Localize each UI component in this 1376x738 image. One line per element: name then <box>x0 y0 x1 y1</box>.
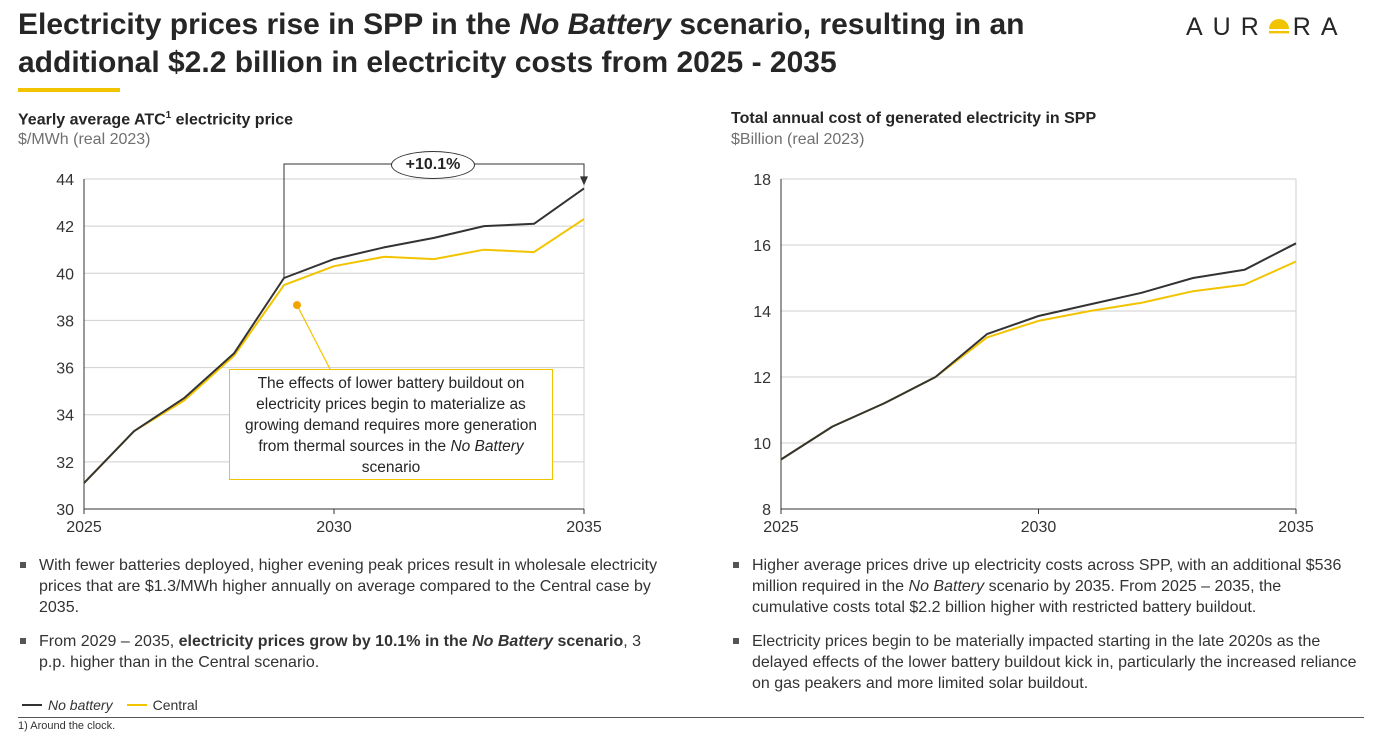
cost-x-tick-label: 2025 <box>763 519 799 536</box>
title-accent-rule <box>18 88 120 92</box>
price-y-tick-label: 40 <box>56 266 74 283</box>
annotation-callout: The effects of lower battery buildout on… <box>229 369 553 480</box>
legend-swatch-central <box>126 704 147 706</box>
chart-legend: No battery Central <box>22 697 212 713</box>
price-y-tick-label: 34 <box>56 408 74 425</box>
price-y-tick-label: 44 <box>56 172 74 189</box>
price-y-tick-label: 36 <box>56 361 74 378</box>
callout-pointer-line <box>296 304 331 370</box>
left-chart-title: Yearly average ATC1 electricity price <box>18 110 294 129</box>
legend-item-no-battery: No battery <box>22 697 113 713</box>
cost-series-central <box>780 260 1297 461</box>
legend-swatch-no-battery <box>22 704 42 706</box>
callout-marker-dot <box>293 301 301 310</box>
cost-x-tick-label: 2030 <box>1021 519 1057 536</box>
price-x-tick-label: 2025 <box>66 519 102 536</box>
footer-rule <box>18 717 1364 718</box>
cost-line-chart: 8 10 12 14 16 18 2025 2030 2035 <box>753 172 1314 536</box>
cost-y-tick-label: 8 <box>762 502 771 519</box>
price-line-chart: 30 32 34 36 38 40 42 44 2025 2030 2035 <box>56 163 602 536</box>
price-series-central <box>83 218 585 484</box>
price-y-tick-label: 30 <box>56 502 74 519</box>
price-y-tick-label: 38 <box>56 313 74 330</box>
legend-item-central: Central <box>126 697 198 713</box>
price-series-no-battery <box>83 187 585 484</box>
list-item: Electricity prices begin to be materiall… <box>732 631 1362 694</box>
page-title: Electricity prices rise in SPP in the No… <box>18 8 1025 79</box>
list-item: From 2029 – 2035, electricity prices gro… <box>19 631 669 673</box>
right-bullet-list: Higher average prices drive up electrici… <box>732 555 1362 707</box>
cost-y-tick-label: 10 <box>753 436 771 453</box>
growth-percent-badge: +10.1% <box>391 151 475 179</box>
right-chart-title: Total annual cost of generated electrici… <box>731 110 1097 127</box>
aurora-logo: AUR RA <box>1186 12 1348 41</box>
cost-y-tick-label: 18 <box>753 172 771 189</box>
list-item: Higher average prices drive up electrici… <box>732 555 1362 618</box>
left-chart-subtitle: $/MWh (real 2023) <box>18 131 151 148</box>
left-bullet-list: With fewer batteries deployed, higher ev… <box>19 555 669 686</box>
cost-y-tick-label: 16 <box>753 238 771 255</box>
right-chart-subtitle: $Billion (real 2023) <box>731 131 865 148</box>
price-x-tick-label: 2030 <box>316 519 352 536</box>
footnote: 1) Around the clock. <box>18 720 116 732</box>
price-y-tick-label: 32 <box>56 455 74 472</box>
cost-y-tick-label: 12 <box>753 370 771 387</box>
price-y-tick-label: 42 <box>56 219 74 236</box>
cost-y-tick-label: 14 <box>753 304 771 321</box>
bracket-arrowhead <box>580 176 588 186</box>
list-item: With fewer batteries deployed, higher ev… <box>19 555 669 618</box>
cost-series-no-battery <box>780 242 1297 461</box>
price-x-tick-label: 2035 <box>566 519 602 536</box>
sun-logo-icon <box>1268 19 1289 34</box>
cost-x-tick-label: 2035 <box>1278 519 1314 536</box>
